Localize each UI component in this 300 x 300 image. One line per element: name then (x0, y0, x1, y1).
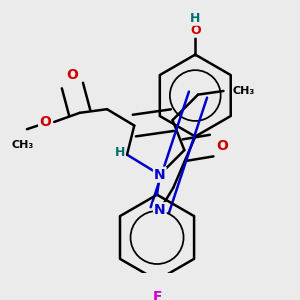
Text: H: H (190, 12, 200, 25)
Text: H: H (115, 146, 125, 159)
Text: O: O (67, 68, 78, 82)
Text: N: N (154, 168, 166, 182)
Text: F: F (152, 290, 162, 300)
Text: CH₃: CH₃ (11, 140, 34, 150)
Text: CH₃: CH₃ (232, 86, 255, 96)
Text: O: O (217, 139, 229, 153)
Text: O: O (39, 115, 51, 129)
Text: O: O (190, 23, 201, 37)
Text: N: N (154, 203, 166, 217)
